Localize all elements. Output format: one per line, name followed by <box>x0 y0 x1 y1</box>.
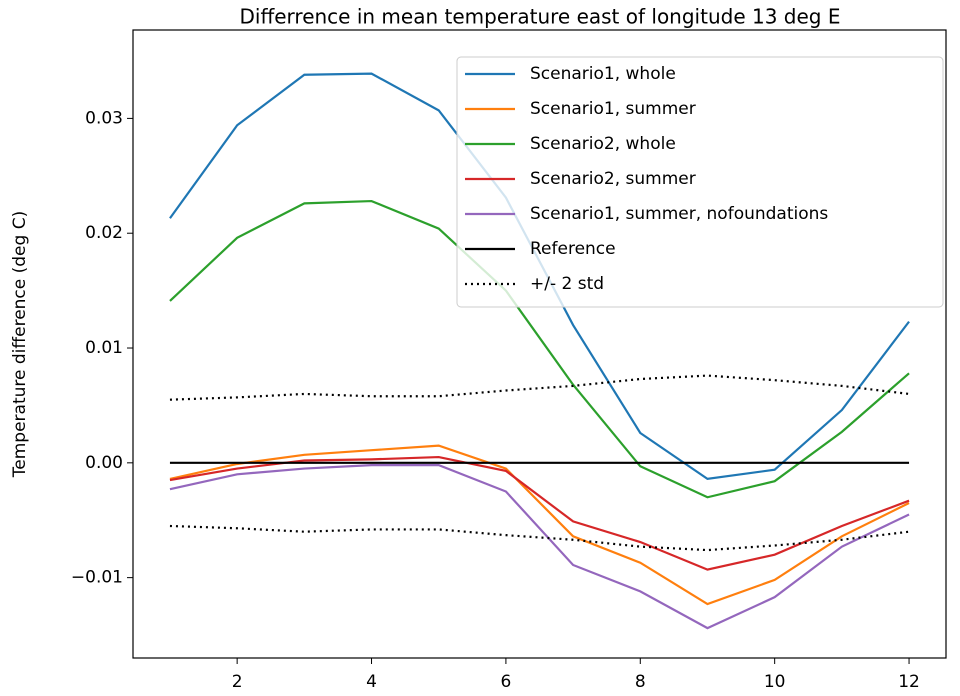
line <box>169 374 910 401</box>
legend-label: Reference <box>530 239 616 259</box>
legend-label: +/- 2 std <box>530 274 604 294</box>
legend-label: Scenario1, whole <box>530 64 676 84</box>
legend-label: Scenario1, summer, nofoundations <box>530 204 828 224</box>
y-tick-label: 0.03 <box>85 108 123 128</box>
y-tick-label: −0.01 <box>71 568 123 588</box>
legend-label: Scenario1, summer <box>530 99 696 119</box>
line <box>169 199 910 499</box>
x-tick-label: 8 <box>635 672 646 692</box>
line <box>169 444 910 606</box>
plot-area <box>169 72 910 630</box>
y-tick-label: 0.02 <box>85 223 123 243</box>
line <box>169 455 910 571</box>
x-tick-label: 4 <box>366 672 377 692</box>
x-tick-label: 10 <box>764 672 786 692</box>
x-tick-label: 12 <box>898 672 920 692</box>
x-tick-label: 2 <box>232 672 243 692</box>
legend-box <box>456 56 944 308</box>
legend-label: Scenario2, summer <box>530 169 696 189</box>
x-tick-label: 6 <box>500 672 511 692</box>
line <box>169 464 910 630</box>
chart-title: Differrence in mean temperature east of … <box>240 5 841 29</box>
y-tick-label: 0.01 <box>85 338 123 358</box>
axes-frame <box>132 29 947 659</box>
y-tick-label: 0.00 <box>85 453 123 473</box>
legend-label: Scenario2, whole <box>530 134 676 154</box>
y-axis-label: Temperature difference (deg C) <box>10 211 30 478</box>
